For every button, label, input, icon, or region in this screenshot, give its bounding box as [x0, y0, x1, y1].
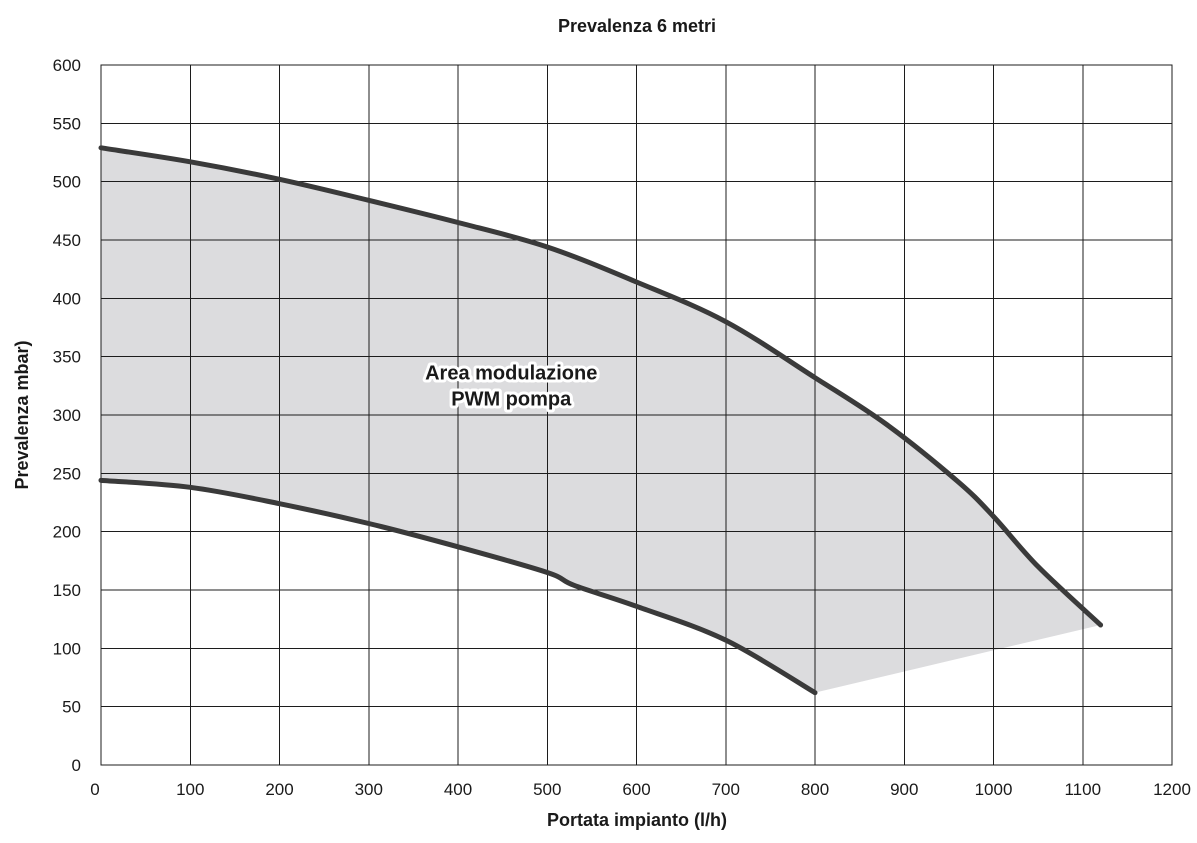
x-tick-label: 1100	[1064, 780, 1101, 799]
y-tick-label: 250	[53, 464, 81, 483]
grid	[100, 64, 1173, 766]
x-tick-label: 600	[622, 780, 650, 799]
x-tick-label: 300	[355, 780, 383, 799]
y-tick-label: 200	[53, 523, 81, 542]
x-tick-label: 100	[176, 780, 204, 799]
y-tick-label: 600	[53, 56, 81, 75]
x-tick-label: 1000	[975, 780, 1013, 799]
chart-title: Prevalenza 6 metri	[558, 16, 716, 36]
y-tick-label: 350	[53, 348, 81, 367]
y-tick-labels: 0 50 100 150 200 250 300 350 400 450 500 550 600	[53, 56, 81, 775]
x-tick-label: 700	[712, 780, 740, 799]
modulation-area-layer	[101, 147, 1101, 693]
annotation-line-2: PWM pompa	[451, 389, 572, 411]
y-tick-label: 400	[53, 289, 81, 308]
curves	[98, 145, 1104, 696]
y-tick-label: 50	[62, 698, 81, 717]
modulation-area	[101, 147, 1101, 693]
y-tick-label: 450	[53, 231, 81, 250]
lower-curve	[98, 477, 818, 696]
annotation-line-1: Area modulazione	[425, 363, 597, 385]
x-tick-label: 400	[444, 780, 472, 799]
annotations: Area modulazione PWM pompa	[422, 360, 600, 414]
y-tick-label: 500	[53, 173, 81, 192]
y-tick-label: 0	[72, 756, 81, 775]
x-tick-labels: 0 100 200 300 400 500 600 700 800 900 1000 1100 1200	[90, 780, 1191, 799]
x-tick-label: 500	[533, 780, 561, 799]
upper-curve	[98, 145, 1104, 628]
x-axis-title: Portata impianto (l/h)	[547, 810, 727, 830]
x-tick-label: 1200	[1153, 780, 1191, 799]
y-tick-label: 550	[53, 114, 81, 133]
x-tick-label: 900	[890, 780, 918, 799]
plot-frame	[100, 64, 1173, 766]
x-tick-label: 200	[265, 780, 293, 799]
y-axis-title: Prevalenza mbar)	[12, 340, 32, 489]
x-tick-label: 0	[90, 780, 99, 799]
x-tick-label: 800	[801, 780, 829, 799]
y-tick-label: 100	[53, 639, 81, 658]
y-tick-label: 300	[53, 406, 81, 425]
y-tick-label: 150	[53, 581, 81, 600]
